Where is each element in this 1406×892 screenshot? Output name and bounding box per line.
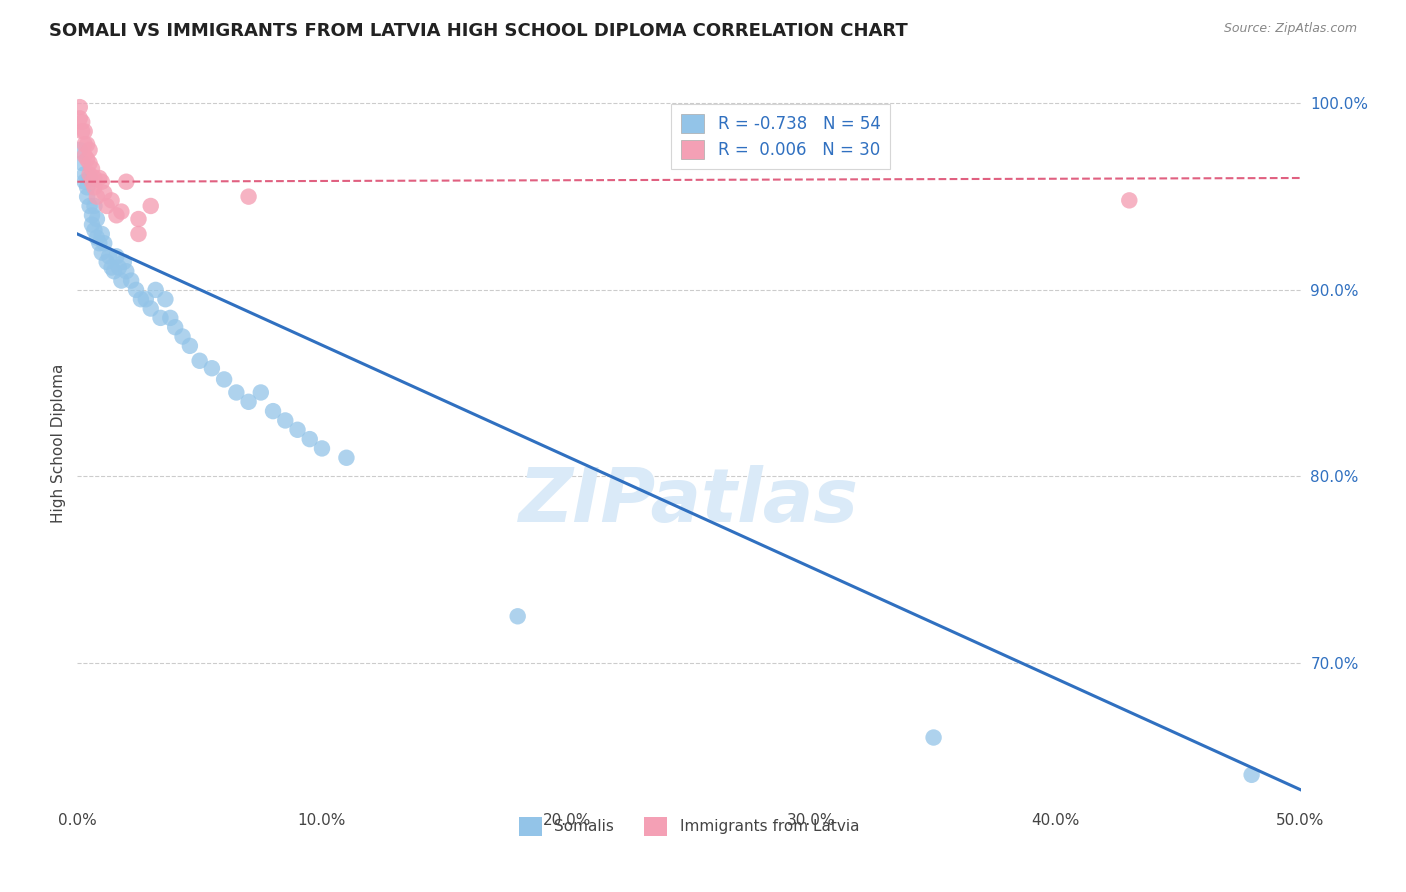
Point [98, 249, 121, 263]
Point [127, 212, 149, 227]
Point [139, 199, 162, 213]
Point [86, 230, 108, 244]
Point [110, 204, 132, 219]
Point [73, 175, 96, 189]
Point [79, 156, 101, 170]
Point [238, 394, 260, 409]
Point [120, 274, 142, 288]
Point [311, 442, 333, 456]
Point [922, 731, 945, 745]
Point [250, 385, 273, 400]
Point [86, 189, 108, 203]
Point [96, 255, 118, 269]
Point [506, 609, 529, 624]
Point [100, 194, 122, 208]
Point [105, 249, 128, 263]
Point [135, 292, 157, 306]
Point [155, 292, 177, 306]
Point [172, 329, 194, 343]
Point [139, 301, 162, 316]
Point [80, 208, 103, 222]
Point [125, 283, 148, 297]
Text: SOMALI VS IMMIGRANTS FROM LATVIA HIGH SCHOOL DIPLOMA CORRELATION CHART: SOMALI VS IMMIGRANTS FROM LATVIA HIGH SC… [49, 22, 908, 40]
Point [83, 199, 105, 213]
Point [105, 208, 128, 222]
Point [90, 227, 112, 241]
Point [127, 227, 149, 241]
Point [115, 264, 138, 278]
Point [93, 186, 115, 200]
Point [79, 171, 101, 186]
Legend: Somalis, Immigrants from Latvia: Somalis, Immigrants from Latvia [513, 811, 865, 842]
Point [79, 167, 101, 181]
Point [76, 189, 98, 203]
Point [108, 260, 131, 275]
Point [83, 180, 105, 194]
Point [201, 361, 224, 376]
Point [335, 450, 357, 465]
Point [96, 199, 118, 213]
Point [188, 353, 211, 368]
Point [165, 320, 187, 334]
Point [159, 310, 181, 325]
Text: ZIPatlas: ZIPatlas [519, 465, 859, 538]
Point [212, 372, 235, 386]
Point [129, 292, 152, 306]
Point [90, 175, 112, 189]
Point [80, 161, 103, 176]
Point [145, 283, 167, 297]
Point [76, 137, 98, 152]
Point [103, 264, 125, 278]
Point [86, 212, 108, 227]
Point [79, 143, 101, 157]
Point [76, 153, 98, 167]
Point [89, 236, 111, 251]
Point [73, 137, 96, 152]
Point [90, 245, 112, 260]
Y-axis label: High School Diploma: High School Diploma [51, 364, 66, 524]
Point [69, 143, 91, 157]
Point [115, 175, 138, 189]
Point [76, 180, 98, 194]
Point [298, 432, 321, 446]
Text: Source: ZipAtlas.com: Source: ZipAtlas.com [1223, 22, 1357, 36]
Point [100, 260, 122, 275]
Point [69, 100, 91, 114]
Point [262, 404, 284, 418]
Point [73, 167, 96, 181]
Point [70, 156, 93, 170]
Point [83, 171, 105, 186]
Point [274, 413, 297, 427]
Point [1240, 768, 1263, 782]
Point [70, 115, 93, 129]
Point [89, 171, 111, 186]
Point [80, 175, 103, 189]
Point [287, 423, 309, 437]
Point [80, 218, 103, 232]
Point [73, 148, 96, 162]
Point [83, 223, 105, 237]
Point [238, 189, 260, 203]
Point [93, 236, 115, 251]
Point [1118, 194, 1140, 208]
Point [110, 274, 132, 288]
Point [179, 339, 201, 353]
Point [225, 385, 247, 400]
Point [79, 199, 101, 213]
Point [69, 112, 91, 126]
Point [73, 124, 96, 138]
Point [70, 124, 93, 138]
Point [149, 310, 172, 325]
Point [112, 255, 135, 269]
